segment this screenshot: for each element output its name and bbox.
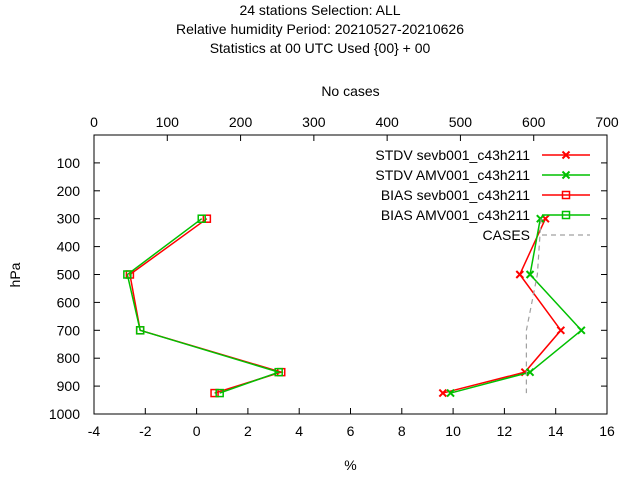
series-line <box>450 218 583 394</box>
legend-label: STDV sevb001_c43h211 <box>375 147 530 163</box>
x2-tick-label: 200 <box>229 114 253 130</box>
y-tick-label: 500 <box>57 267 81 283</box>
x2-tick-label: 100 <box>156 114 180 130</box>
legend-marker <box>561 170 571 180</box>
y-tick-label: 100 <box>57 155 81 171</box>
series-line <box>129 218 284 394</box>
data-point <box>197 214 206 223</box>
y-tick-label: 200 <box>57 183 81 199</box>
y-tick-label: 300 <box>57 211 81 227</box>
x-tick-label: 2 <box>244 423 252 439</box>
series-1 <box>446 214 586 398</box>
x-tick-label: 0 <box>193 423 201 439</box>
legend-label: BIAS sevb001_c43h211 <box>381 187 530 203</box>
x-tick-label: 12 <box>497 423 513 439</box>
x2-tick-label: 400 <box>375 114 399 130</box>
x-tick-label: 8 <box>398 423 406 439</box>
x2-tick-label: 0 <box>90 114 98 130</box>
x2-tick-label: 500 <box>449 114 473 130</box>
data-point <box>525 270 535 279</box>
data-point <box>536 214 545 223</box>
chart-title-line-3: Statistics at 00 UTC Used {00} + 00 <box>209 40 431 56</box>
legend-marker <box>561 150 571 160</box>
x2-tick-label: 600 <box>522 114 546 130</box>
series-4 <box>525 218 542 394</box>
x-tick-label: 16 <box>599 423 615 439</box>
data-point <box>525 367 535 377</box>
y-tick-label: 600 <box>57 294 81 310</box>
chart-title-line-2: Relative humidity Period: 20210527-20210… <box>176 21 464 37</box>
x2-axis-label: No cases <box>321 83 379 99</box>
data-point <box>556 326 566 335</box>
x-tick-label: 14 <box>548 423 564 439</box>
data-point <box>135 326 145 335</box>
axis-ticks: -4 -2 0 2 4 6 8 10 12 14 16 0 100 200 300 400 500 600 700 1… <box>49 114 619 439</box>
data-point <box>515 270 524 279</box>
series-line <box>442 218 562 394</box>
x-tick-label: -4 <box>88 423 101 439</box>
legend-label: CASES <box>483 227 530 243</box>
series-line <box>126 218 282 394</box>
data-point <box>210 388 219 398</box>
series-2 <box>125 214 286 398</box>
x2-tick-label: 700 <box>595 114 619 130</box>
series-layer <box>123 214 586 398</box>
series-line <box>525 218 542 394</box>
legend-marker <box>561 190 571 200</box>
x-tick-label: 4 <box>295 423 303 439</box>
series-3 <box>123 214 283 398</box>
x-axis-label: % <box>344 457 356 473</box>
x-tick-label: -2 <box>139 423 152 439</box>
data-point <box>215 388 224 398</box>
x-tick-label: 6 <box>347 423 355 439</box>
legend: STDV sevb001_c43h211 STDV AMV001_c43h211 B… <box>375 147 590 243</box>
data-point <box>123 270 132 279</box>
x2-tick-label: 300 <box>302 114 326 130</box>
legend-label: STDV AMV001_c43h211 <box>375 167 530 183</box>
data-point <box>577 326 586 335</box>
chart-title-line-1: 24 stations Selection: ALL <box>239 2 401 18</box>
y-tick-label: 900 <box>57 378 81 394</box>
y-tick-label: 400 <box>57 239 81 255</box>
y-tick-label: 800 <box>57 350 81 366</box>
data-point <box>438 388 448 398</box>
data-point <box>274 367 283 377</box>
data-point <box>202 214 212 223</box>
y-axis-label: hPa <box>7 262 23 287</box>
legend-marker <box>561 210 571 220</box>
y-tick-label: 700 <box>57 322 81 338</box>
legend-label: BIAS AMV001_c43h211 <box>381 207 530 223</box>
data-point <box>446 388 455 398</box>
x-tick-label: 10 <box>445 423 461 439</box>
y-tick-label: 1000 <box>49 406 80 422</box>
